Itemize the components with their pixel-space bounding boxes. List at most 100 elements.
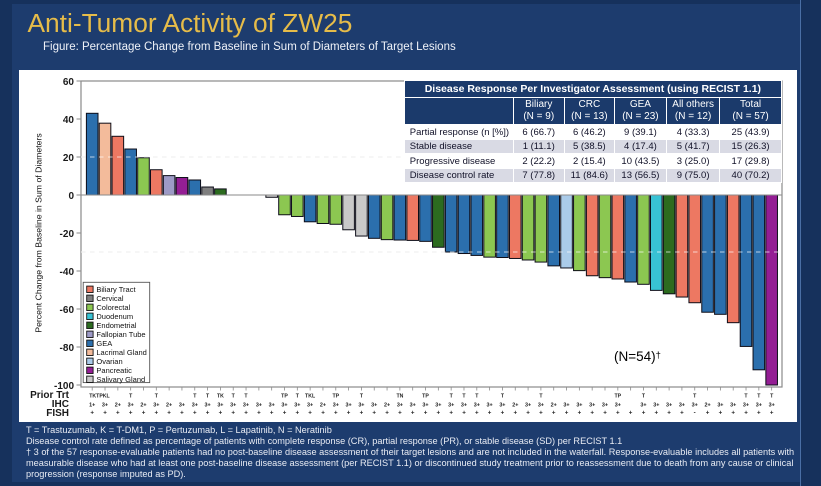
svg-text:T: T xyxy=(770,394,774,400)
svg-text:3+: 3+ xyxy=(589,403,595,409)
svg-text:3+: 3+ xyxy=(346,403,352,409)
svg-text:+: + xyxy=(257,410,261,417)
svg-text:+: + xyxy=(667,410,671,417)
svg-text:Fallopian Tube: Fallopian Tube xyxy=(96,330,145,339)
svg-text:+: + xyxy=(578,410,582,417)
svg-text:+: + xyxy=(270,410,274,417)
svg-text:3+: 3+ xyxy=(128,403,134,409)
svg-text:T: T xyxy=(129,394,133,400)
svg-text:+: + xyxy=(193,410,197,417)
svg-text:T: T xyxy=(539,394,543,400)
svg-text:+: + xyxy=(142,410,146,417)
svg-text:3+: 3+ xyxy=(769,403,775,409)
svg-text:+: + xyxy=(757,410,761,417)
svg-text:IHC: IHC xyxy=(52,399,69,410)
svg-text:Colorectal: Colorectal xyxy=(96,303,130,312)
svg-text:TP: TP xyxy=(332,394,339,400)
svg-text:+: + xyxy=(731,410,735,417)
svg-text:3+: 3+ xyxy=(294,403,300,409)
svg-text:+: + xyxy=(244,410,248,417)
svg-text:Lacrimal Gland: Lacrimal Gland xyxy=(96,348,146,357)
svg-text:+: + xyxy=(744,410,748,417)
svg-text:Cervical: Cervical xyxy=(96,294,123,303)
svg-text:-100: -100 xyxy=(54,381,74,392)
svg-text:TN: TN xyxy=(396,394,403,400)
svg-text:3+: 3+ xyxy=(243,403,249,409)
svg-text:3+: 3+ xyxy=(256,403,262,409)
svg-text:3+: 3+ xyxy=(615,403,621,409)
svg-text:+: + xyxy=(231,410,235,417)
svg-text:3+: 3+ xyxy=(499,403,505,409)
svg-text:T: T xyxy=(450,394,454,400)
svg-text:T: T xyxy=(757,394,761,400)
svg-text:+: + xyxy=(334,410,338,417)
svg-text:3+: 3+ xyxy=(217,403,223,409)
svg-text:Endometrial: Endometrial xyxy=(96,321,136,330)
svg-text:+: + xyxy=(347,410,351,417)
svg-text:Prior Trt: Prior Trt xyxy=(30,390,70,401)
svg-text:Duodenum: Duodenum xyxy=(96,312,133,321)
svg-text:T: T xyxy=(155,394,159,400)
svg-text:Salivary Gland: Salivary Gland xyxy=(96,375,145,384)
svg-text:-20: -20 xyxy=(60,229,75,240)
svg-text:+: + xyxy=(616,410,620,417)
svg-text:T: T xyxy=(206,394,210,400)
svg-text:60: 60 xyxy=(63,77,75,88)
svg-text:+: + xyxy=(590,410,594,417)
svg-text:TP: TP xyxy=(614,394,621,400)
svg-text:T: T xyxy=(744,394,748,400)
svg-text:+: + xyxy=(295,410,299,417)
svg-text:T: T xyxy=(501,394,505,400)
svg-text:3+: 3+ xyxy=(397,403,403,409)
svg-text:+: + xyxy=(308,410,312,417)
svg-text:3+: 3+ xyxy=(448,403,454,409)
svg-text:+: + xyxy=(654,410,658,417)
svg-text:3+: 3+ xyxy=(538,403,544,409)
svg-text:3+: 3+ xyxy=(153,403,159,409)
svg-text:T: T xyxy=(642,394,646,400)
svg-text:3+: 3+ xyxy=(307,403,313,409)
svg-text:20: 20 xyxy=(63,153,75,164)
svg-text:+: + xyxy=(488,410,492,417)
svg-text:+: + xyxy=(629,410,633,417)
svg-text:+: + xyxy=(603,410,607,417)
svg-text:FISH: FISH xyxy=(46,408,69,419)
svg-text:+: + xyxy=(680,410,684,417)
svg-text:+: + xyxy=(219,410,223,417)
svg-text:3+: 3+ xyxy=(692,403,698,409)
svg-text:1+: 1+ xyxy=(89,403,95,409)
svg-text:+: + xyxy=(116,410,120,417)
svg-text:(N=54)†: (N=54)† xyxy=(614,349,661,364)
svg-text:3+: 3+ xyxy=(653,403,659,409)
svg-text:T: T xyxy=(693,394,697,400)
svg-text:40: 40 xyxy=(63,115,75,126)
svg-text:T: T xyxy=(475,394,479,400)
svg-text:+: + xyxy=(411,410,415,417)
svg-text:3+: 3+ xyxy=(192,403,198,409)
svg-text:3+: 3+ xyxy=(474,403,480,409)
svg-text:TKTPKL: TKTPKL xyxy=(89,394,110,400)
svg-text:+: + xyxy=(372,410,376,417)
svg-text:+: + xyxy=(360,410,364,417)
svg-text:2+: 2+ xyxy=(166,403,172,409)
svg-text:Ovarian: Ovarian xyxy=(96,357,122,366)
svg-text:+: + xyxy=(513,410,517,417)
svg-text:+: + xyxy=(526,410,530,417)
svg-text:+: + xyxy=(103,410,107,417)
svg-text:-60: -60 xyxy=(60,305,75,316)
svg-text:3+: 3+ xyxy=(576,403,582,409)
svg-text:3+: 3+ xyxy=(679,403,685,409)
svg-text:3+: 3+ xyxy=(179,403,185,409)
svg-text:T: T xyxy=(232,394,236,400)
svg-text:+: + xyxy=(462,410,466,417)
svg-text:-: - xyxy=(694,410,696,417)
svg-text:2+: 2+ xyxy=(140,403,146,409)
svg-text:3+: 3+ xyxy=(743,403,749,409)
svg-text:3+: 3+ xyxy=(640,403,646,409)
svg-text:3+: 3+ xyxy=(717,403,723,409)
svg-text:3+: 3+ xyxy=(487,403,493,409)
svg-text:3+: 3+ xyxy=(602,403,608,409)
svg-text:TKL: TKL xyxy=(305,394,316,400)
svg-text:-40: -40 xyxy=(60,267,75,278)
svg-text:+: + xyxy=(501,410,505,417)
